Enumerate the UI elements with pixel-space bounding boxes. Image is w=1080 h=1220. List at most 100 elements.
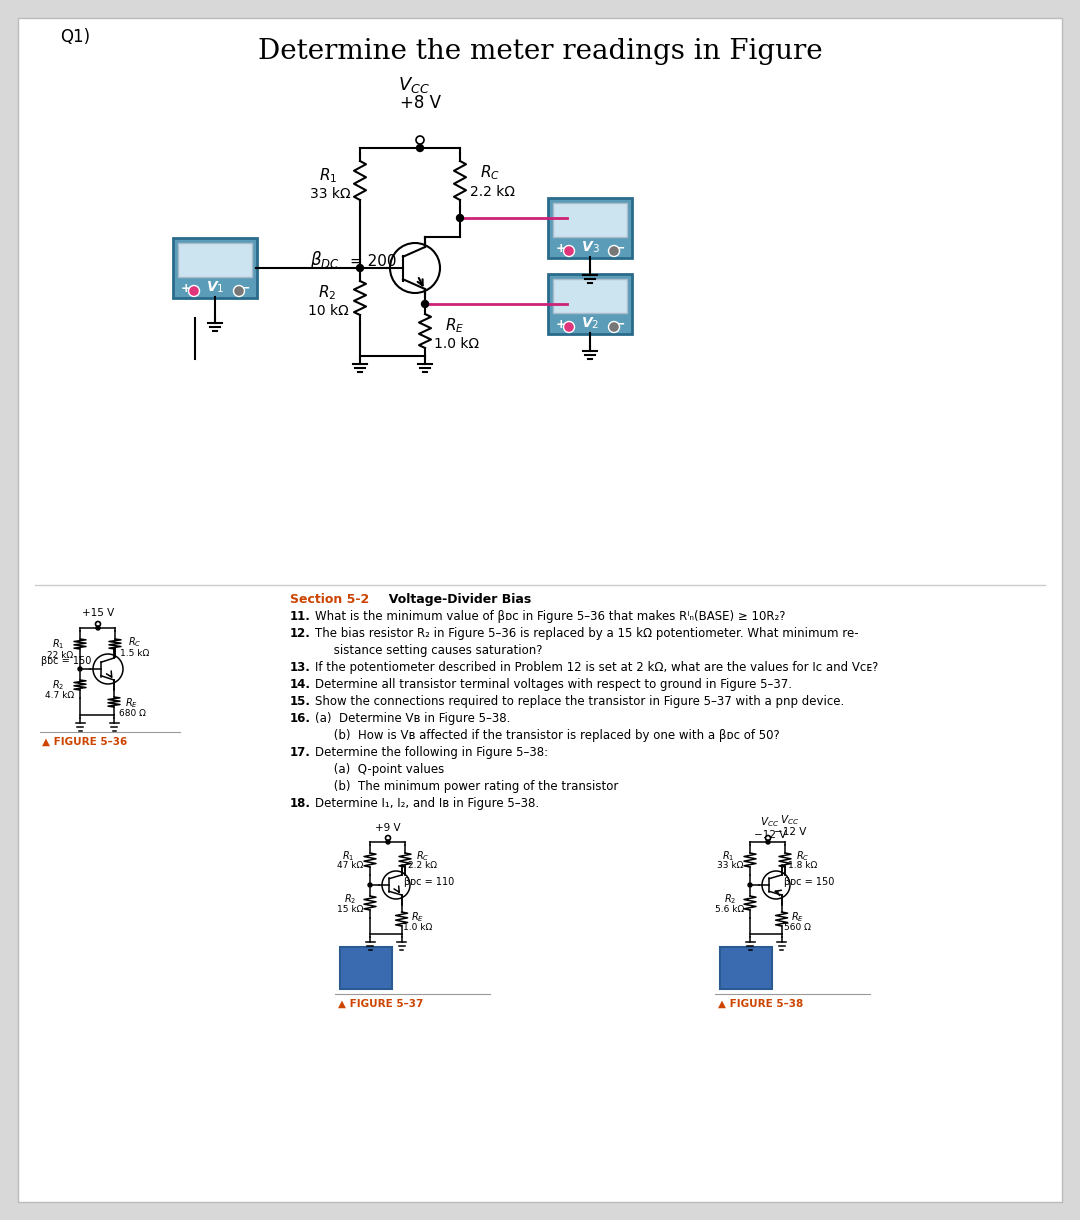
Text: Q1): Q1) — [60, 28, 90, 46]
Text: βᴅᴄ = 110: βᴅᴄ = 110 — [404, 877, 455, 887]
Text: V: V — [582, 239, 592, 254]
FancyBboxPatch shape — [178, 243, 252, 277]
Circle shape — [356, 265, 364, 272]
Text: 1: 1 — [217, 284, 224, 294]
Text: ▲ FIGURE 5–37: ▲ FIGURE 5–37 — [338, 999, 423, 1009]
Text: $R_C$: $R_C$ — [129, 636, 141, 649]
Text: 33 kΩ: 33 kΩ — [310, 187, 350, 201]
Circle shape — [608, 245, 620, 256]
Circle shape — [386, 841, 390, 844]
Text: +: + — [556, 317, 566, 331]
Circle shape — [766, 836, 770, 841]
Text: $R_E$: $R_E$ — [445, 317, 464, 336]
Text: 560 Ω: 560 Ω — [784, 922, 811, 932]
Text: $R_2$: $R_2$ — [724, 892, 737, 906]
Text: −12 V: −12 V — [754, 830, 786, 841]
Text: 4.7 kΩ: 4.7 kΩ — [45, 692, 75, 700]
FancyBboxPatch shape — [553, 279, 627, 312]
Text: Determine I₁, I₂, and Iʙ in Figure 5–38.: Determine I₁, I₂, and Iʙ in Figure 5–38. — [315, 797, 539, 810]
Text: $R_E$: $R_E$ — [791, 910, 805, 924]
Text: $V_{CC}$: $V_{CC}$ — [399, 74, 430, 95]
Text: +8 V: +8 V — [400, 94, 441, 112]
Text: 2.2 kΩ: 2.2 kΩ — [408, 861, 437, 871]
Text: V: V — [582, 316, 592, 329]
Text: 18.: 18. — [291, 797, 311, 810]
Text: −: − — [615, 242, 625, 255]
Text: −12 V: −12 V — [773, 827, 806, 837]
Text: βᴅᴄ = 150: βᴅᴄ = 150 — [41, 656, 91, 666]
Text: +: + — [180, 282, 191, 294]
Circle shape — [748, 883, 752, 887]
Text: (a)  Determine Vʙ in Figure 5–38.: (a) Determine Vʙ in Figure 5–38. — [315, 712, 511, 725]
Circle shape — [386, 836, 391, 841]
Text: $R_2$: $R_2$ — [318, 283, 336, 303]
Text: (b)  The minimum power rating of the transistor: (b) The minimum power rating of the tran… — [315, 780, 619, 793]
Circle shape — [416, 135, 424, 144]
Circle shape — [95, 621, 100, 627]
Text: The bias resistor R₂ in Figure 5–36 is replaced by a 15 kΩ potentiometer. What m: The bias resistor R₂ in Figure 5–36 is r… — [315, 627, 859, 640]
Text: V: V — [206, 279, 217, 294]
Text: Voltage-Divider Bias: Voltage-Divider Bias — [380, 593, 531, 606]
Circle shape — [78, 667, 82, 671]
Text: 16.: 16. — [291, 712, 311, 725]
Text: 1.5 kΩ: 1.5 kΩ — [120, 649, 150, 658]
Text: 5.6 kΩ: 5.6 kΩ — [715, 904, 744, 914]
Text: $R_1$: $R_1$ — [319, 167, 337, 185]
Text: 17.: 17. — [291, 745, 311, 759]
Text: 14.: 14. — [291, 678, 311, 691]
Text: $R_E$: $R_E$ — [411, 910, 424, 924]
Text: Show the connections required to replace the transistor in Figure 5–37 with a pn: Show the connections required to replace… — [315, 695, 845, 708]
Text: 12.: 12. — [291, 627, 311, 640]
Circle shape — [608, 322, 620, 333]
Text: 1.0 kΩ: 1.0 kΩ — [403, 922, 432, 932]
Text: 13.: 13. — [291, 661, 311, 673]
Text: sistance setting causes saturation?: sistance setting causes saturation? — [315, 644, 542, 658]
FancyBboxPatch shape — [548, 274, 632, 334]
Text: If the potentiometer described in Problem 12 is set at 2 kΩ, what are the values: If the potentiometer described in Proble… — [315, 661, 878, 673]
Text: $\beta_{DC}$: $\beta_{DC}$ — [310, 249, 340, 271]
Text: 1.0 kΩ: 1.0 kΩ — [434, 337, 480, 351]
Text: (a)  Q-point values: (a) Q-point values — [315, 762, 444, 776]
Text: +: + — [556, 242, 566, 255]
Text: +15 V: +15 V — [82, 608, 114, 619]
Text: 11.: 11. — [291, 610, 311, 623]
Circle shape — [417, 144, 423, 151]
Text: 3: 3 — [592, 244, 598, 255]
Text: 680 Ω: 680 Ω — [119, 710, 146, 719]
Text: $V_{CC}$: $V_{CC}$ — [760, 815, 780, 828]
Text: 2.2 kΩ: 2.2 kΩ — [470, 185, 514, 199]
Text: 22 kΩ: 22 kΩ — [46, 650, 73, 660]
Text: $R_2$: $R_2$ — [343, 892, 356, 906]
Circle shape — [368, 883, 372, 887]
FancyBboxPatch shape — [553, 203, 627, 237]
Text: $R_C$: $R_C$ — [480, 163, 500, 182]
FancyBboxPatch shape — [173, 238, 257, 298]
Text: Determine the following in Figure 5–38:: Determine the following in Figure 5–38: — [315, 745, 549, 759]
FancyBboxPatch shape — [18, 18, 1062, 1202]
Text: (b)  How is Vʙ affected if the transistor is replaced by one with a βᴅᴄ of 50?: (b) How is Vʙ affected if the transistor… — [315, 730, 780, 742]
Text: $R_1$: $R_1$ — [721, 849, 734, 863]
Text: $R_1$: $R_1$ — [52, 637, 64, 651]
FancyBboxPatch shape — [548, 198, 632, 257]
Circle shape — [189, 285, 200, 296]
Text: 47 kΩ: 47 kΩ — [337, 861, 363, 871]
Text: 33 kΩ: 33 kΩ — [717, 861, 743, 871]
Circle shape — [233, 285, 244, 296]
FancyBboxPatch shape — [720, 947, 772, 989]
Text: Section 5-2: Section 5-2 — [291, 593, 369, 606]
Text: 15 kΩ: 15 kΩ — [337, 904, 363, 914]
Text: $R_2$: $R_2$ — [52, 678, 64, 692]
Text: $R_1$: $R_1$ — [341, 849, 354, 863]
Text: 2: 2 — [592, 321, 598, 331]
Text: ▲ FIGURE 5–36: ▲ FIGURE 5–36 — [42, 737, 127, 747]
FancyBboxPatch shape — [340, 947, 392, 989]
Text: −: − — [240, 282, 251, 294]
Text: +9 V: +9 V — [375, 824, 401, 833]
Text: −: − — [615, 317, 625, 331]
Text: $R_C$: $R_C$ — [416, 849, 430, 863]
Circle shape — [564, 245, 575, 256]
Text: 1.8 kΩ: 1.8 kΩ — [788, 861, 818, 871]
Text: $V_{CC}$: $V_{CC}$ — [781, 813, 799, 827]
Text: βᴅᴄ = 150: βᴅᴄ = 150 — [784, 877, 835, 887]
Circle shape — [421, 300, 429, 307]
